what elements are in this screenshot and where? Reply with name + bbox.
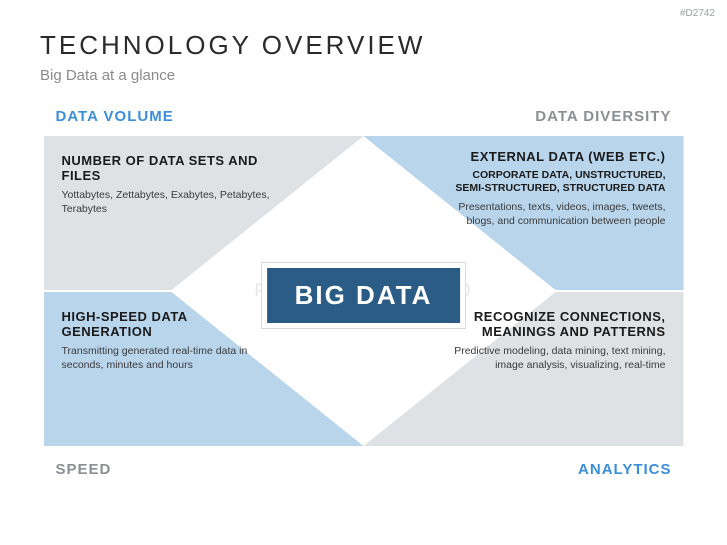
quadrant-body: Presentations, texts, videos, images, tw…: [446, 200, 666, 228]
center-label: BIG DATA: [295, 280, 433, 311]
center-badge-inner: BIG DATA: [267, 268, 461, 323]
page-subtitle: Big Data at a glance: [40, 67, 687, 84]
bigdata-diagram: Data Volume Data Diversity Speed Analyti…: [44, 108, 684, 478]
quadrant-text: High-speed data generation Transmitting …: [62, 310, 282, 372]
quadrant-body: Yottabytes, Zettabytes, Exabytes, Petaby…: [62, 188, 282, 216]
quadrants: Number of data sets and files Yottabytes…: [44, 136, 684, 446]
quadrant-text: Recognize connections, meanings and patt…: [446, 310, 666, 372]
quadrant-body: Transmitting generated real-time data in…: [62, 344, 282, 372]
page-title: TECHNOLOGY OVERVIEW: [40, 30, 687, 61]
ref-code: #D2742: [680, 8, 715, 19]
corner-label-data-diversity: Data Diversity: [535, 108, 671, 125]
corner-label-speed: Speed: [56, 461, 112, 478]
quadrant-text: Number of data sets and files Yottabytes…: [62, 154, 282, 216]
quadrant-heading: External data (web etc.): [446, 150, 666, 165]
corner-label-analytics: Analytics: [578, 461, 671, 478]
quadrant-text: External data (web etc.) Corporate data,…: [446, 150, 666, 228]
slide: #D2742 TECHNOLOGY OVERVIEW Big Data at a…: [0, 0, 727, 545]
quadrant-heading: Recognize connections, meanings and patt…: [446, 310, 666, 340]
center-badge: BIG DATA: [261, 262, 467, 329]
corner-label-data-volume: Data Volume: [56, 108, 174, 125]
quadrant-subheading: Corporate data, unstructured, semi-struc…: [446, 169, 666, 194]
quadrant-body: Predictive modeling, data mining, text m…: [446, 344, 666, 372]
quadrant-heading: High-speed data generation: [62, 310, 282, 340]
quadrant-heading: Number of data sets and files: [62, 154, 282, 184]
